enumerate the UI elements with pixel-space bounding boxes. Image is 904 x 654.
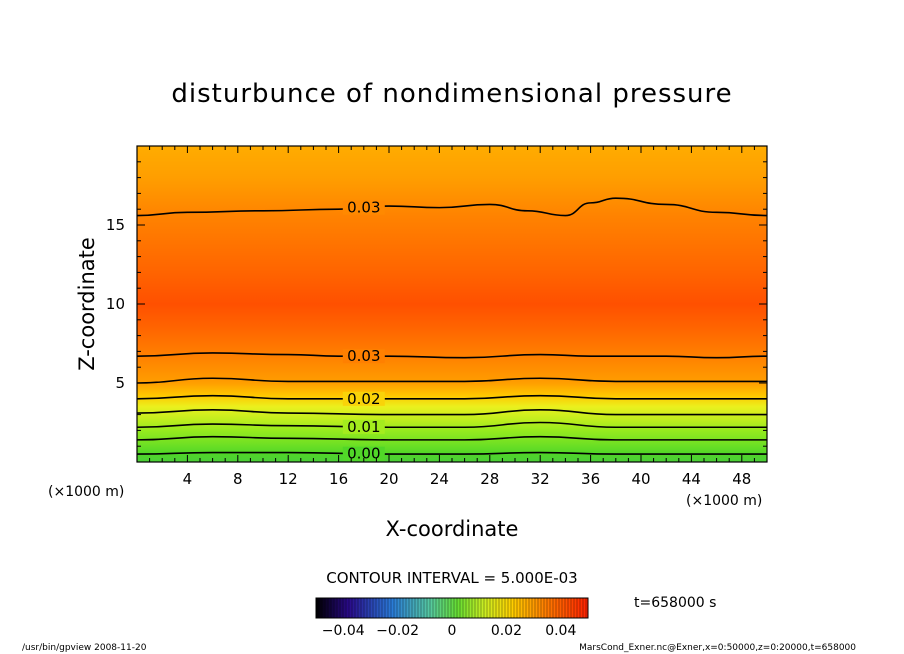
x-axis-ticks: 4 8 12 16 20 24 28 32 36 40 44 48: [136, 146, 768, 488]
x-tick-label: 16: [329, 470, 348, 488]
colorbar-tick-label: 0: [448, 623, 457, 639]
colorbar-ticks: −0.04 −0.02 0 0.02 0.04: [322, 623, 577, 639]
contour-line: [137, 394, 767, 400]
colorbar-stripes: [318, 598, 587, 618]
contour-line: [137, 377, 767, 384]
colorbar-tick-label: −0.02: [376, 623, 419, 639]
colorbar-tick-label: 0.04: [545, 623, 576, 639]
contour-lines: [137, 197, 767, 455]
x-tick-label: 32: [531, 470, 550, 488]
contour-label-bg: [342, 419, 385, 434]
contour-line: [137, 197, 767, 217]
contour-label: 0.03: [347, 199, 380, 217]
contour-label: 0.01: [347, 418, 380, 436]
x-tick-label: 24: [430, 470, 449, 488]
contour-label-bg: [342, 200, 385, 215]
time-label: t=658000 s: [634, 595, 716, 611]
contour-line: [137, 421, 767, 429]
contour-labels: 0.03 0.03 0.02 0.01 0.00: [342, 199, 385, 463]
x-tick-label: 20: [379, 470, 398, 488]
contour-label-bg: [342, 391, 385, 406]
x-tick-label: 8: [233, 470, 243, 488]
y-tick-label: 10: [106, 295, 125, 313]
x-tick-label: 44: [682, 470, 701, 488]
x-unit-right: (×1000 m): [686, 493, 762, 509]
y-axis-ticks: 5 10 15: [106, 145, 767, 463]
contour-line: [137, 451, 767, 455]
plot-area: 0.030.030.020.010.00 4 8 12 16 20 24 28 32 36 40 4…: [106, 145, 768, 488]
contour-line: [137, 435, 767, 441]
x-tick-label: 36: [581, 470, 600, 488]
chart-title: disturbunce of nondimensional pressure: [171, 79, 732, 109]
footer-left: /usr/bin/gpview 2008-11-20: [22, 643, 147, 653]
contour-label: 0.03: [347, 347, 380, 365]
contour-line: [137, 409, 767, 416]
contour-label: 0.00: [347, 445, 380, 463]
x-tick-label: 12: [279, 470, 298, 488]
contour-line: [137, 352, 767, 359]
contour-label-bg: [342, 349, 385, 364]
contour-label-bg: [342, 446, 385, 461]
y-tick-label: 15: [106, 216, 125, 234]
colorbar-frame: [315, 597, 589, 619]
y-axis-label: Z-coordinate: [75, 237, 99, 371]
x-tick-label: 40: [631, 470, 650, 488]
contour-interval-label: CONTOUR INTERVAL = 5.000E-03: [326, 569, 577, 587]
y-tick-label: 5: [115, 374, 125, 392]
contour-fill: [137, 146, 767, 462]
x-unit-left: (×1000 m): [48, 484, 124, 500]
colorbar-tick-label: 0.02: [491, 623, 522, 639]
colorbar-tick-label: −0.04: [322, 623, 365, 639]
colorbar: −0.04 −0.02 0 0.02 0.04: [315, 597, 589, 639]
x-axis-label: X-coordinate: [386, 517, 519, 541]
footer-right: MarsCond_Exner.nc@Exner,x=0:50000,z=0:20…: [579, 643, 856, 653]
x-tick-label: 48: [732, 470, 751, 488]
contour-label: 0.02: [347, 390, 380, 408]
x-tick-label: 28: [480, 470, 499, 488]
x-tick-label: 4: [183, 470, 193, 488]
